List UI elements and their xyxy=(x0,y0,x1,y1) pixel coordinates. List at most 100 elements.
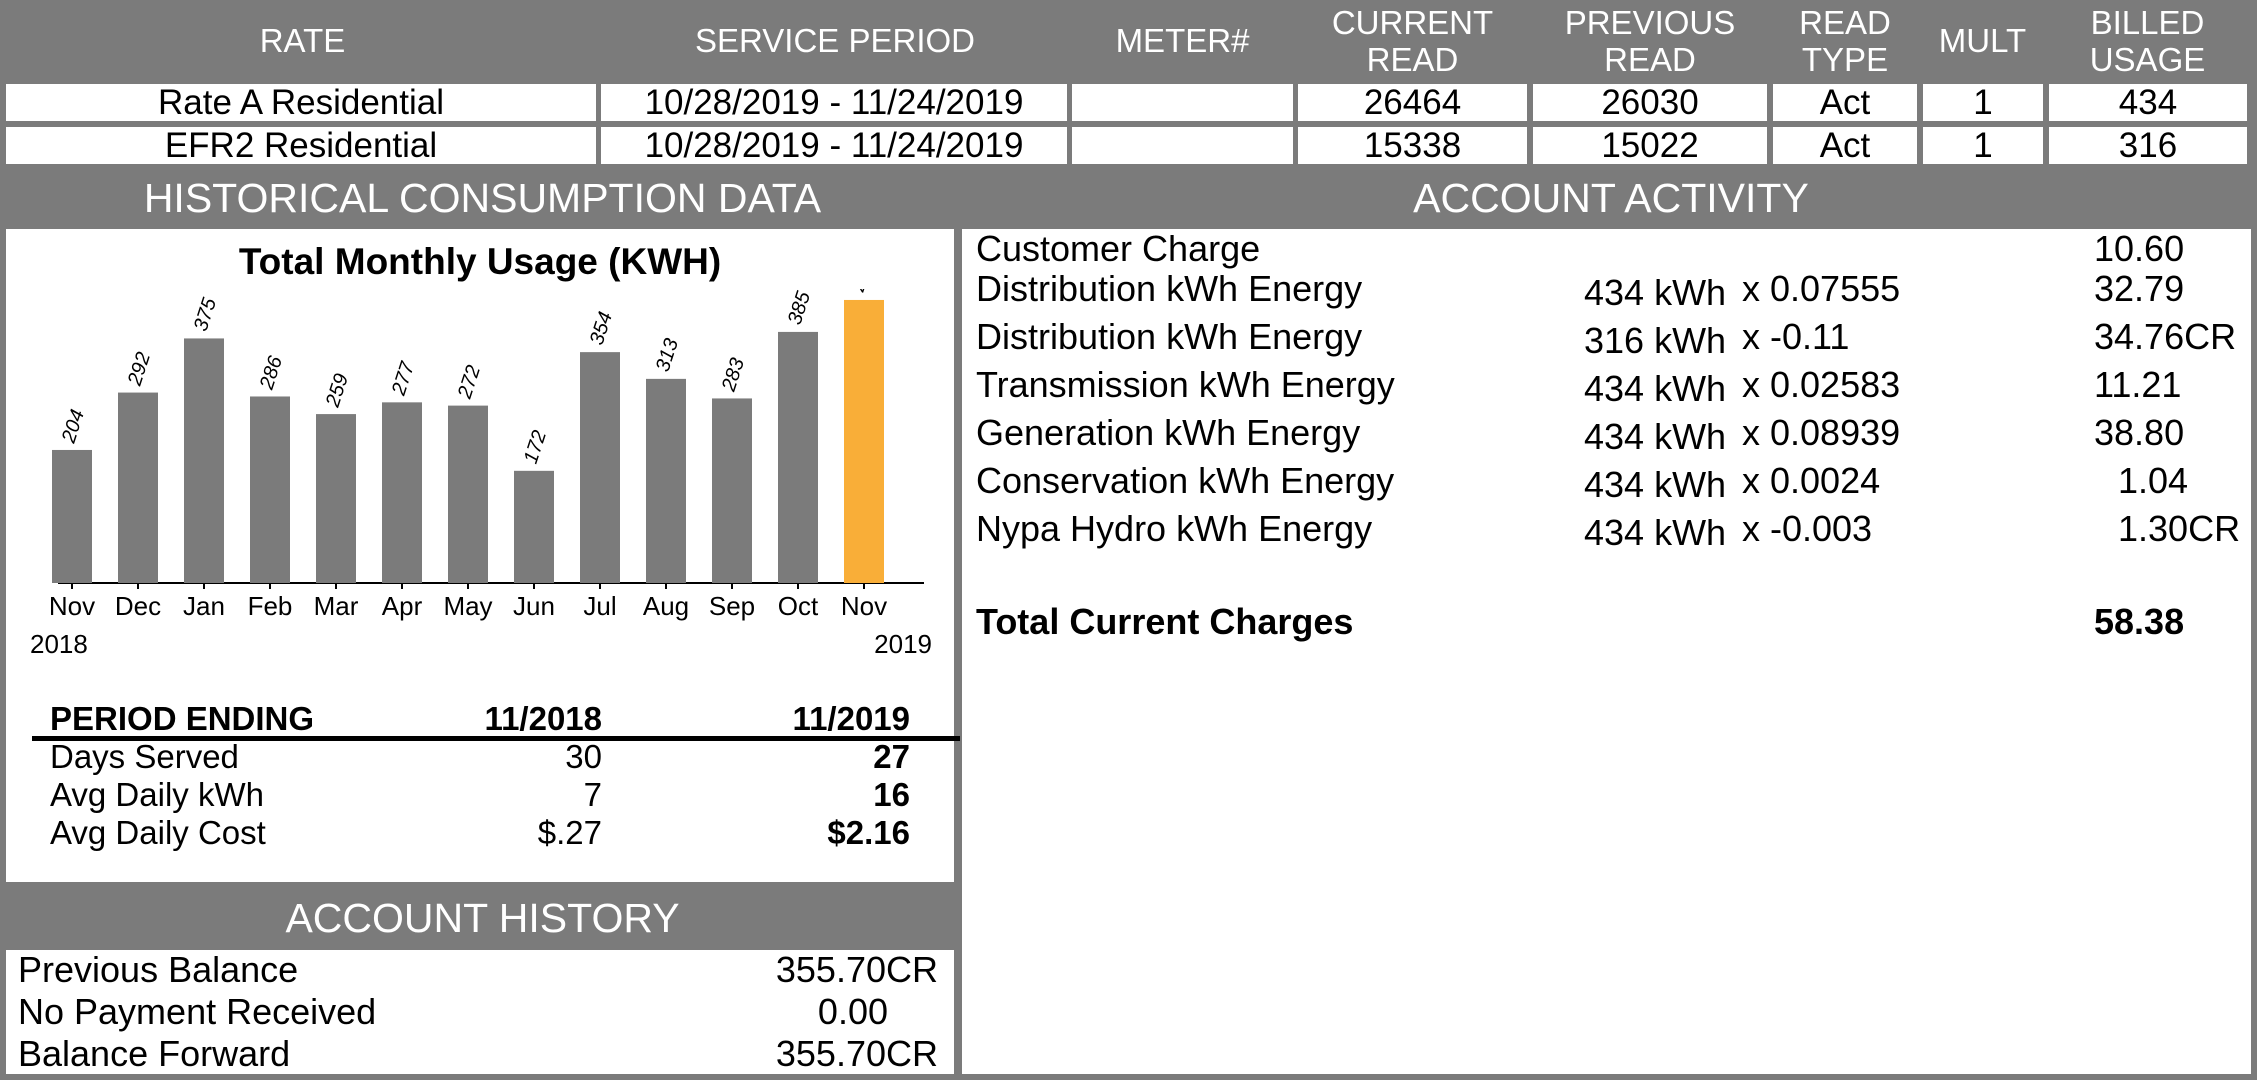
activity-rate: x -0.11 xyxy=(1742,316,1850,357)
activity-qty: 434 kWh xyxy=(1584,368,1727,409)
activity-rate: x 0.0024 xyxy=(1742,460,1881,501)
bar-value-label: 283 xyxy=(718,355,750,394)
billed-usage-cell: 434 xyxy=(2049,84,2247,121)
bar-value-label: 259 xyxy=(322,371,354,410)
bar-value-label: 313 xyxy=(652,336,683,375)
activity-rate: x 0.07555 xyxy=(1742,268,1901,309)
activity-label: Customer Charge xyxy=(976,228,1261,269)
activity-amount: 38.80 xyxy=(2094,412,2185,453)
x-tick-label: Dec xyxy=(115,591,161,621)
days-served-prev: 30 xyxy=(565,738,602,775)
x-tick-label: Aug xyxy=(643,591,689,621)
chart-bar xyxy=(118,392,158,583)
bar-value-label: 172 xyxy=(520,428,551,467)
period-divider xyxy=(32,736,960,741)
activity-rate: x 0.02583 xyxy=(1742,364,1901,405)
current-read-cell: 15338 xyxy=(1298,127,1527,164)
activity-label: Conservation kWh Energy xyxy=(976,460,1395,501)
header-mult: MULT xyxy=(1938,22,2027,59)
current-read-cell: 26464 xyxy=(1298,84,1527,121)
x-tick-label: May xyxy=(443,591,492,621)
bar-value-label: 277 xyxy=(388,359,420,399)
history-value: 0.00 xyxy=(817,991,888,1032)
days-served-current: 27 xyxy=(873,738,910,775)
days-served-label: Days Served xyxy=(50,738,239,775)
activity-label: Transmission kWh Energy xyxy=(976,364,1395,405)
historical-consumption-heading: HISTORICAL CONSUMPTION DATA xyxy=(143,175,822,221)
activity-qty: 316 kWh xyxy=(1584,320,1727,361)
activity-amount: 10.60 xyxy=(2094,228,2185,269)
avg-daily-kwh-prev: 7 xyxy=(583,776,602,813)
x-tick-label: Feb xyxy=(248,591,293,621)
chart-bar xyxy=(778,331,818,583)
total-current-charges-label: Total Current Charges xyxy=(976,601,1354,642)
rate-cell: Rate A Residential xyxy=(6,84,596,121)
chart-bar xyxy=(382,402,422,583)
x-tick-label: Jan xyxy=(183,591,225,621)
activity-label: Nypa Hydro kWh Energy xyxy=(976,508,1373,549)
bar-value-label: 204 xyxy=(58,407,90,446)
activity-qty: 434 kWh xyxy=(1584,272,1727,313)
activity-amount: 11.21 xyxy=(2094,364,2182,405)
x-tick-label: Apr xyxy=(382,591,423,621)
header-billed-usage: BILLED USAGE xyxy=(2089,4,2206,78)
previous-read-cell: 26030 xyxy=(1533,84,1767,121)
read-type-cell: Act xyxy=(1773,84,1917,121)
activity-amount: 1.30CR xyxy=(2118,508,2241,549)
bar-value-label: 354 xyxy=(586,309,617,348)
total-current-charges-amount: 58.38 xyxy=(2094,601,2185,642)
avg-daily-kwh-current: 16 xyxy=(873,776,910,813)
activity-amount: 34.76CR xyxy=(2094,316,2237,357)
account-activity-heading: ACCOUNT ACTIVITY xyxy=(1413,175,1809,221)
bar-value-label: 292 xyxy=(124,350,156,389)
x-tick-label: Oct xyxy=(778,591,819,621)
chart-bar xyxy=(514,470,554,583)
usage-chart: 204 Nov 292 Dec 375 Jan 286 Feb 259 Mar 277 Apr 272 M… xyxy=(30,289,932,659)
header-rate: RATE xyxy=(259,22,346,59)
previous-read-cell: 15022 xyxy=(1533,127,1767,164)
history-value: 355.70CR xyxy=(775,949,938,990)
x-tick-label: Nov xyxy=(49,591,95,621)
read-type-cell: Act xyxy=(1773,127,1917,164)
meter-cell xyxy=(1072,84,1293,121)
activity-label: Distribution kWh Energy xyxy=(976,268,1363,309)
period-cell: 10/28/2019 - 11/24/2019 xyxy=(601,84,1067,121)
year-end-label: 2019 xyxy=(874,629,932,659)
chart-bar xyxy=(844,299,884,583)
history-label: No Payment Received xyxy=(18,991,377,1032)
history-value: 355.70CR xyxy=(775,1033,938,1074)
mult-cell: 1 xyxy=(1923,127,2043,164)
chart-bar xyxy=(316,414,356,583)
bar-value-label: 286 xyxy=(256,353,288,393)
x-tick-label: Nov xyxy=(841,591,887,621)
historical-consumption-panel: Total Monthly Usage (KWH) 204 Nov 292 Dec 37… xyxy=(6,229,960,882)
rate-cell: EFR2 Residential xyxy=(6,127,596,164)
chart-bar xyxy=(448,405,488,583)
header-previous-read: PREVIOUS READ xyxy=(1564,4,1736,78)
bar-value-label: 434 xyxy=(850,289,881,296)
period-col1-header: 11/2018 xyxy=(484,700,602,737)
meter-cell xyxy=(1072,127,1293,164)
activity-qty: 434 kWh xyxy=(1584,464,1727,505)
chart-bar xyxy=(52,449,92,583)
chart-title: Total Monthly Usage (KWH) xyxy=(238,241,722,282)
avg-daily-cost-current: $2.16 xyxy=(827,814,910,851)
activity-label: Generation kWh Energy xyxy=(976,412,1361,453)
chart-bar xyxy=(712,398,752,583)
mult-cell: 1 xyxy=(1923,84,2043,121)
activity-label: Distribution kWh Energy xyxy=(976,316,1363,357)
chart-bar xyxy=(250,396,290,583)
header-meter: METER# xyxy=(1115,22,1250,59)
billed-usage-cell: 316 xyxy=(2049,127,2247,164)
bar-value-label: 272 xyxy=(454,363,486,402)
activity-amount: 32.79 xyxy=(2094,268,2185,309)
activity-qty: 434 kWh xyxy=(1584,512,1727,553)
activity-rate: x -0.003 xyxy=(1742,508,1873,549)
activity-qty: 434 kWh xyxy=(1584,416,1727,457)
period-cell: 10/28/2019 - 11/24/2019 xyxy=(601,127,1067,164)
account-history-panel: Previous Balance 355.70CR No Payment Rec… xyxy=(6,950,954,1074)
year-start-label: 2018 xyxy=(30,629,88,659)
chart-bar xyxy=(184,338,224,583)
period-col2-header: 11/2019 xyxy=(792,700,910,737)
account-activity-panel: Customer Charge 10.60 Distribution kWh E… xyxy=(962,229,2251,1074)
